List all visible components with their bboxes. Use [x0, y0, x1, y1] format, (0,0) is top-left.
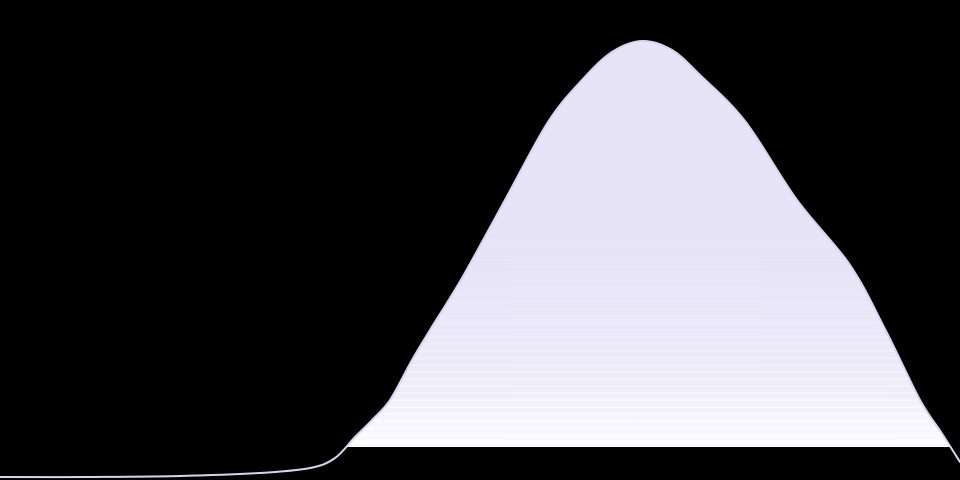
curve-line [0, 39, 960, 479]
